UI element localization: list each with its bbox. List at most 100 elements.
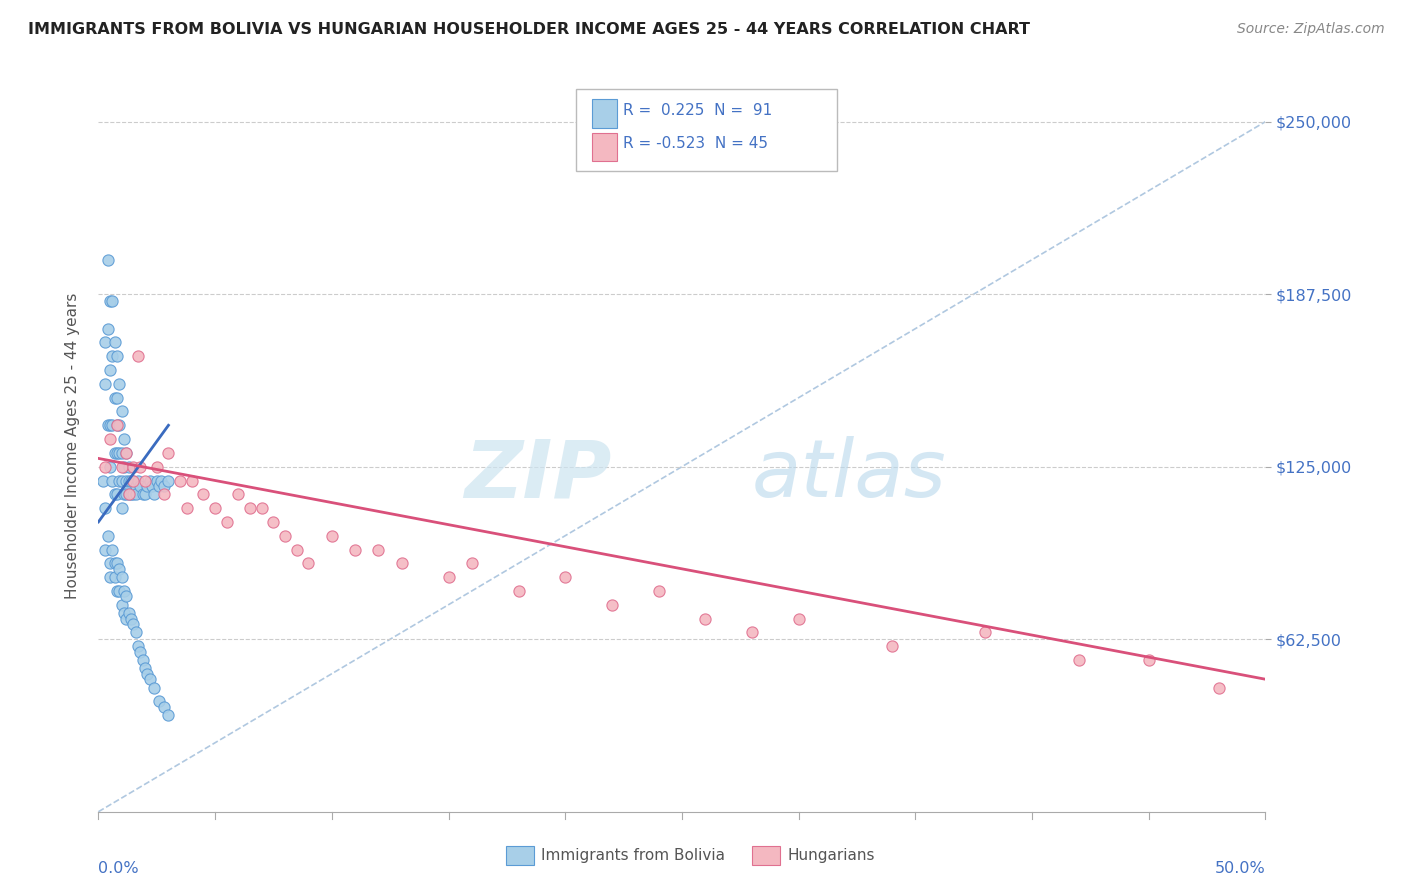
Point xyxy=(98,570,121,584)
Point xyxy=(108,376,131,391)
Point xyxy=(104,557,127,571)
Point xyxy=(129,459,152,474)
Point xyxy=(94,501,117,516)
Point xyxy=(150,474,173,488)
Point xyxy=(104,391,127,405)
Text: R = -0.523  N = 45: R = -0.523 N = 45 xyxy=(623,136,768,152)
Point xyxy=(157,446,180,460)
Point xyxy=(136,666,159,681)
Point xyxy=(285,542,308,557)
Point xyxy=(129,645,152,659)
Point xyxy=(204,501,226,516)
Point xyxy=(108,562,131,576)
Point xyxy=(101,474,124,488)
Point xyxy=(115,474,138,488)
Point xyxy=(508,583,530,598)
Point xyxy=(111,474,134,488)
Point xyxy=(139,672,162,686)
Point xyxy=(122,474,145,488)
Point xyxy=(647,583,669,598)
Point xyxy=(148,694,170,708)
Point xyxy=(157,708,180,723)
Point xyxy=(554,570,576,584)
Point xyxy=(180,474,202,488)
Point xyxy=(176,501,198,516)
Point xyxy=(215,515,238,529)
Point xyxy=(127,639,149,653)
Point xyxy=(105,418,128,433)
Point xyxy=(787,611,810,625)
Point xyxy=(105,583,128,598)
Text: Householder Income Ages 25 - 44 years: Householder Income Ages 25 - 44 years xyxy=(65,293,80,599)
Point xyxy=(139,474,162,488)
Point xyxy=(105,391,128,405)
Point xyxy=(122,459,145,474)
Point xyxy=(228,487,250,501)
Point xyxy=(98,459,121,474)
Point xyxy=(105,418,128,433)
Point xyxy=(297,557,319,571)
Text: Immigrants from Bolivia: Immigrants from Bolivia xyxy=(541,848,725,863)
Point xyxy=(101,542,124,557)
Point xyxy=(115,487,138,501)
Point xyxy=(101,294,124,309)
Point xyxy=(122,617,145,632)
Point xyxy=(125,479,148,493)
Point xyxy=(169,474,191,488)
Point xyxy=(600,598,623,612)
Text: 0.0%: 0.0% xyxy=(98,862,139,877)
Point xyxy=(97,529,120,543)
Point xyxy=(118,487,141,501)
Text: atlas: atlas xyxy=(752,436,946,515)
Point xyxy=(136,479,159,493)
Point xyxy=(146,474,169,488)
Point xyxy=(122,474,145,488)
Point xyxy=(239,501,262,516)
Point xyxy=(974,625,997,640)
Point xyxy=(111,501,134,516)
Point xyxy=(262,515,284,529)
Text: 50.0%: 50.0% xyxy=(1215,862,1265,877)
Point xyxy=(134,487,156,501)
Point xyxy=(127,349,149,363)
Text: ZIP: ZIP xyxy=(464,436,612,515)
Point xyxy=(105,557,128,571)
Point xyxy=(97,252,120,267)
Point xyxy=(97,418,120,433)
Point xyxy=(112,583,135,598)
Point xyxy=(250,501,273,516)
Point xyxy=(193,487,215,501)
Point xyxy=(880,639,903,653)
Point xyxy=(125,487,148,501)
Point xyxy=(132,653,155,667)
Point xyxy=(321,529,343,543)
Point xyxy=(143,681,166,695)
Point xyxy=(127,474,149,488)
Point xyxy=(134,474,156,488)
Point xyxy=(94,542,117,557)
Point xyxy=(115,590,138,604)
Point xyxy=(105,487,128,501)
Point xyxy=(98,294,121,309)
Text: Source: ZipAtlas.com: Source: ZipAtlas.com xyxy=(1237,22,1385,37)
Point xyxy=(120,611,142,625)
Point xyxy=(104,487,127,501)
Point xyxy=(112,459,135,474)
Point xyxy=(115,446,138,460)
Text: R =  0.225  N =  91: R = 0.225 N = 91 xyxy=(623,103,772,118)
Text: Hungarians: Hungarians xyxy=(787,848,875,863)
Point xyxy=(111,570,134,584)
Point xyxy=(129,479,152,493)
Point xyxy=(101,349,124,363)
Point xyxy=(367,542,389,557)
Point xyxy=(104,335,127,350)
Point xyxy=(94,335,117,350)
Point xyxy=(152,479,174,493)
Point xyxy=(108,418,131,433)
Point xyxy=(118,606,141,620)
Point xyxy=(111,404,134,418)
Point xyxy=(108,446,131,460)
Point xyxy=(118,487,141,501)
Point xyxy=(134,661,156,675)
Point xyxy=(98,363,121,377)
